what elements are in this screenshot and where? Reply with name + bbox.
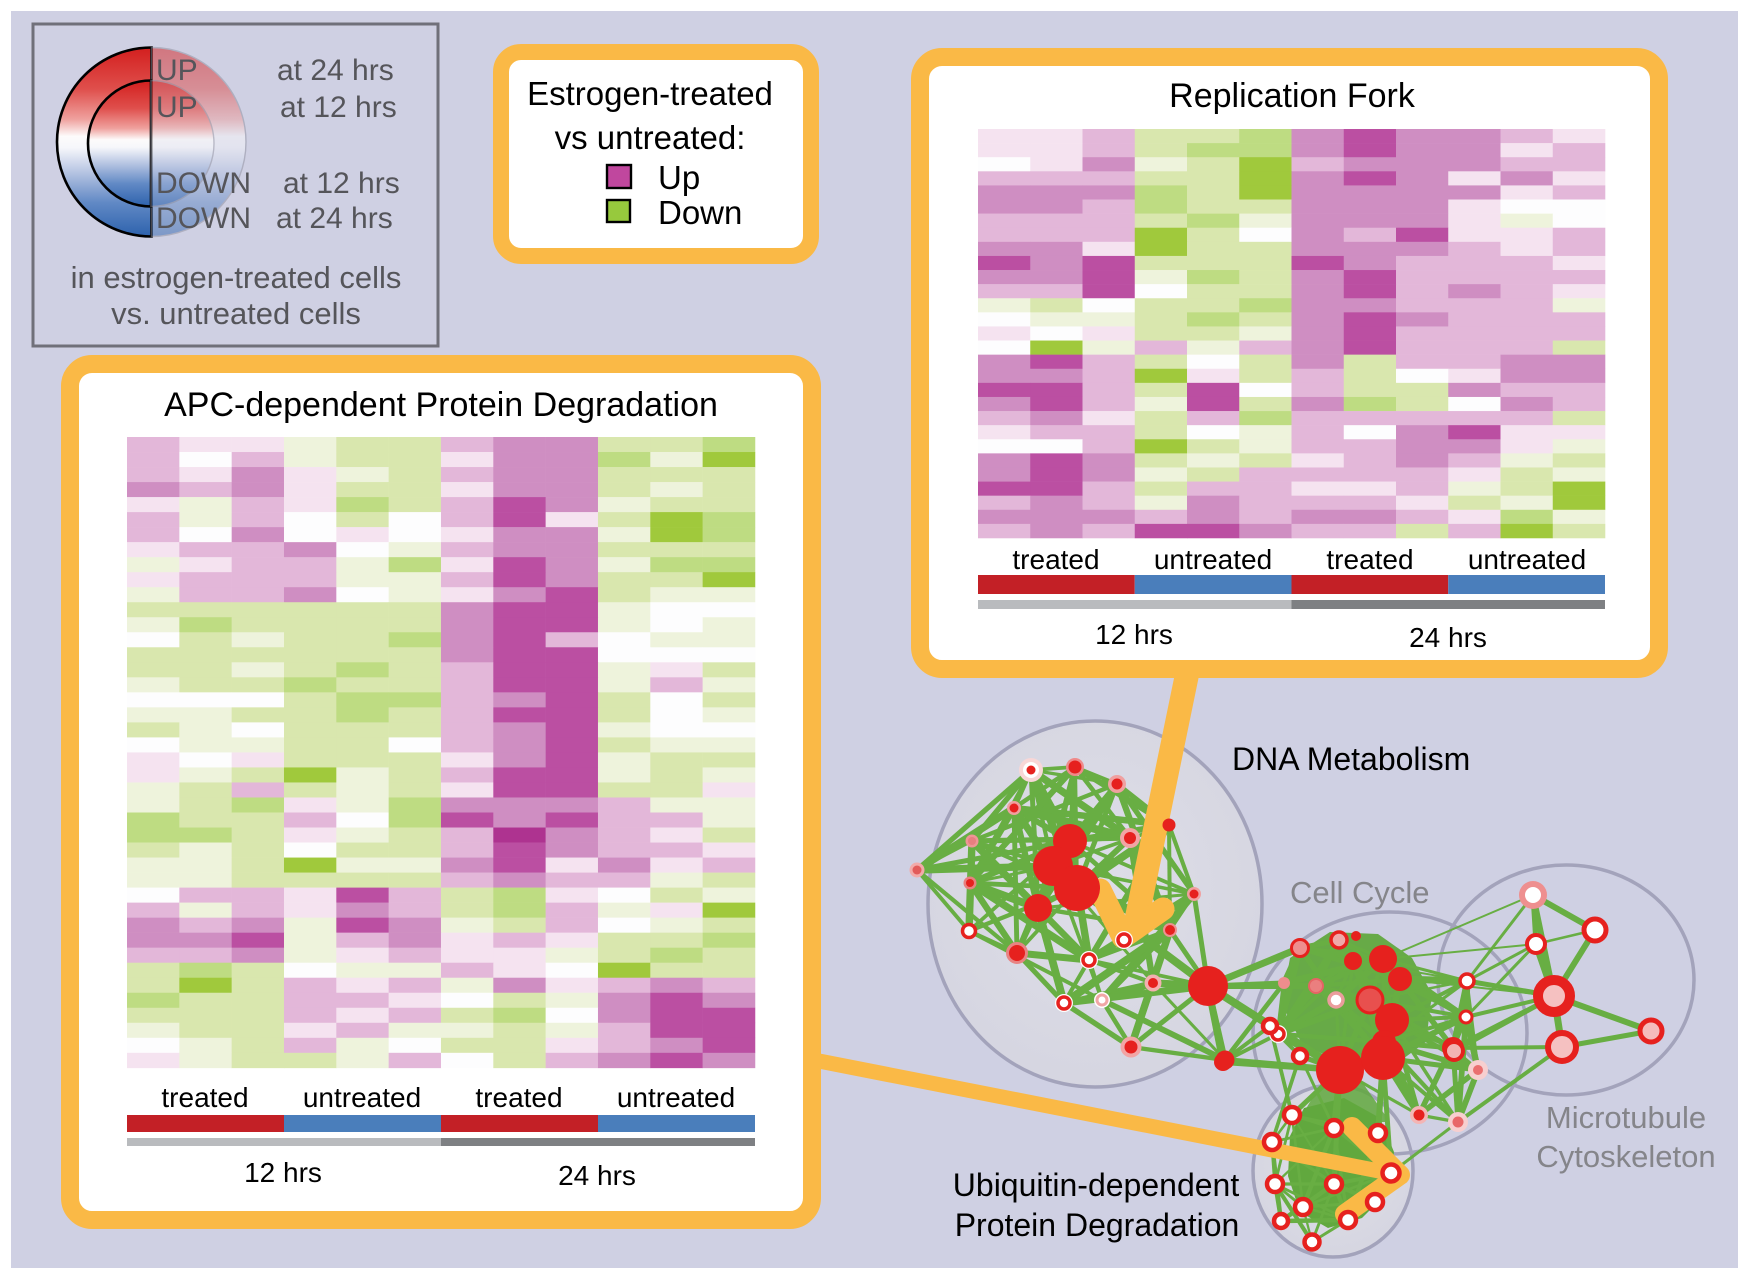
svg-text:at 12 hrs: at 12 hrs xyxy=(283,167,400,200)
svg-text:vs untreated:: vs untreated: xyxy=(555,119,746,156)
svg-text:at 12 hrs: at 12 hrs xyxy=(280,91,397,124)
svg-text:Estrogen-treated: Estrogen-treated xyxy=(527,75,773,112)
svg-text:treated: treated xyxy=(475,1082,562,1113)
svg-text:12 hrs: 12 hrs xyxy=(1095,619,1173,650)
svg-text:DOWN: DOWN xyxy=(156,167,251,200)
svg-text:DNA Metabolism: DNA Metabolism xyxy=(1232,741,1470,777)
svg-text:treated: treated xyxy=(161,1082,248,1113)
svg-text:untreated: untreated xyxy=(303,1082,421,1113)
svg-text:untreated: untreated xyxy=(1468,544,1586,575)
svg-text:Protein Degradation: Protein Degradation xyxy=(955,1207,1240,1243)
svg-text:treated: treated xyxy=(1012,544,1099,575)
svg-text:at 24 hrs: at 24 hrs xyxy=(276,202,393,235)
svg-text:vs. untreated cells: vs. untreated cells xyxy=(111,296,361,331)
svg-text:APC-dependent Protein Degradat: APC-dependent Protein Degradation xyxy=(164,386,718,424)
svg-text:DOWN: DOWN xyxy=(156,202,251,235)
svg-text:untreated: untreated xyxy=(617,1082,735,1113)
svg-text:12 hrs: 12 hrs xyxy=(244,1157,322,1188)
svg-text:Cell Cycle: Cell Cycle xyxy=(1290,875,1430,910)
svg-text:treated: treated xyxy=(1326,544,1413,575)
svg-text:Microtubule: Microtubule xyxy=(1546,1100,1706,1135)
svg-text:Ubiquitin-dependent: Ubiquitin-dependent xyxy=(953,1167,1240,1203)
svg-text:UP: UP xyxy=(156,91,198,124)
svg-text:Cytoskeleton: Cytoskeleton xyxy=(1536,1139,1715,1174)
svg-text:Up: Up xyxy=(658,159,700,196)
svg-text:at 24 hrs: at 24 hrs xyxy=(277,54,394,87)
svg-text:UP: UP xyxy=(156,54,198,87)
svg-text:untreated: untreated xyxy=(1154,544,1272,575)
svg-text:24 hrs: 24 hrs xyxy=(558,1160,636,1191)
svg-text:24 hrs: 24 hrs xyxy=(1409,622,1487,653)
svg-text:Replication Fork: Replication Fork xyxy=(1169,77,1416,115)
svg-text:Down: Down xyxy=(658,194,742,231)
svg-text:in estrogen-treated cells: in estrogen-treated cells xyxy=(71,260,402,295)
